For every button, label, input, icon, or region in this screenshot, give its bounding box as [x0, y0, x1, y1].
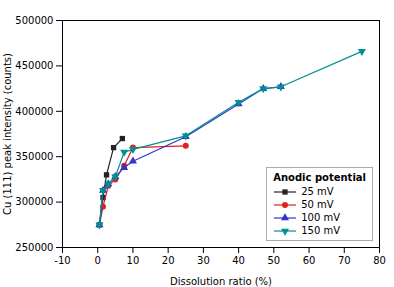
svg-text:250000: 250000 — [15, 242, 53, 253]
html-text:25 mV: 25 mV — [301, 186, 334, 197]
svg-text:70: 70 — [338, 255, 351, 266]
svg-text:450000: 450000 — [15, 60, 53, 71]
svg-text:60: 60 — [303, 255, 316, 266]
html-text:Anodic potential: Anodic potential — [273, 172, 366, 183]
svg-text:Dissolution ratio (%): Dissolution ratio (%) — [170, 276, 272, 287]
svg-text:30: 30 — [197, 255, 210, 266]
svg-text:40: 40 — [232, 255, 245, 266]
svg-text:10: 10 — [127, 255, 140, 266]
svg-text:0: 0 — [95, 255, 101, 266]
svg-text:-10: -10 — [54, 255, 70, 266]
svg-text:Cu (111) peak intensity (count: Cu (111) peak intensity (counts) — [2, 53, 13, 215]
svg-text:300000: 300000 — [15, 196, 53, 207]
html-text:50 mV: 50 mV — [301, 199, 334, 210]
html-text:100 mV: 100 mV — [301, 212, 340, 223]
svg-text:50: 50 — [267, 255, 280, 266]
svg-text:400000: 400000 — [15, 106, 53, 117]
svg-text:20: 20 — [162, 255, 175, 266]
html-text:150 mV: 150 mV — [301, 225, 340, 236]
svg-text:80: 80 — [373, 255, 386, 266]
svg-text:500000: 500000 — [15, 15, 53, 26]
svg-text:350000: 350000 — [15, 151, 53, 162]
